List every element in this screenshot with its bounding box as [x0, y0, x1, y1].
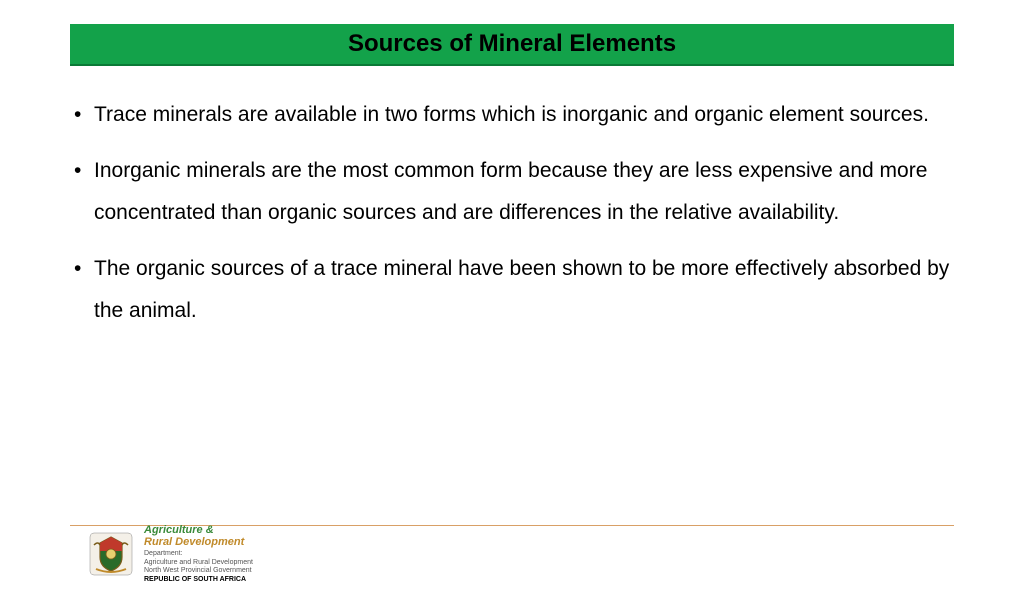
coat-of-arms-icon [88, 531, 134, 577]
bullet-list: Trace minerals are available in two form… [70, 94, 954, 332]
dept-name-2: Rural Development [144, 536, 253, 548]
list-item: Inorganic minerals are the most common f… [70, 150, 954, 234]
dept-name-1: Agriculture & [144, 524, 253, 536]
dept-sub-1: Department: [144, 550, 253, 558]
list-item: Trace minerals are available in two form… [70, 94, 954, 136]
content-area: Trace minerals are available in two form… [70, 94, 954, 332]
dept-sub-3: North West Provincial Government [144, 567, 253, 575]
footer: Agriculture & Rural Development Departme… [88, 524, 253, 584]
title-bar: Sources of Mineral Elements [70, 24, 954, 66]
list-item: The organic sources of a trace mineral h… [70, 248, 954, 332]
dept-sub-2: Agriculture and Rural Development [144, 559, 253, 567]
department-text: Agriculture & Rural Development Departme… [144, 524, 253, 584]
dept-sub-4: REPUBLIC OF SOUTH AFRICA [144, 576, 253, 584]
slide-title: Sources of Mineral Elements [70, 30, 954, 58]
